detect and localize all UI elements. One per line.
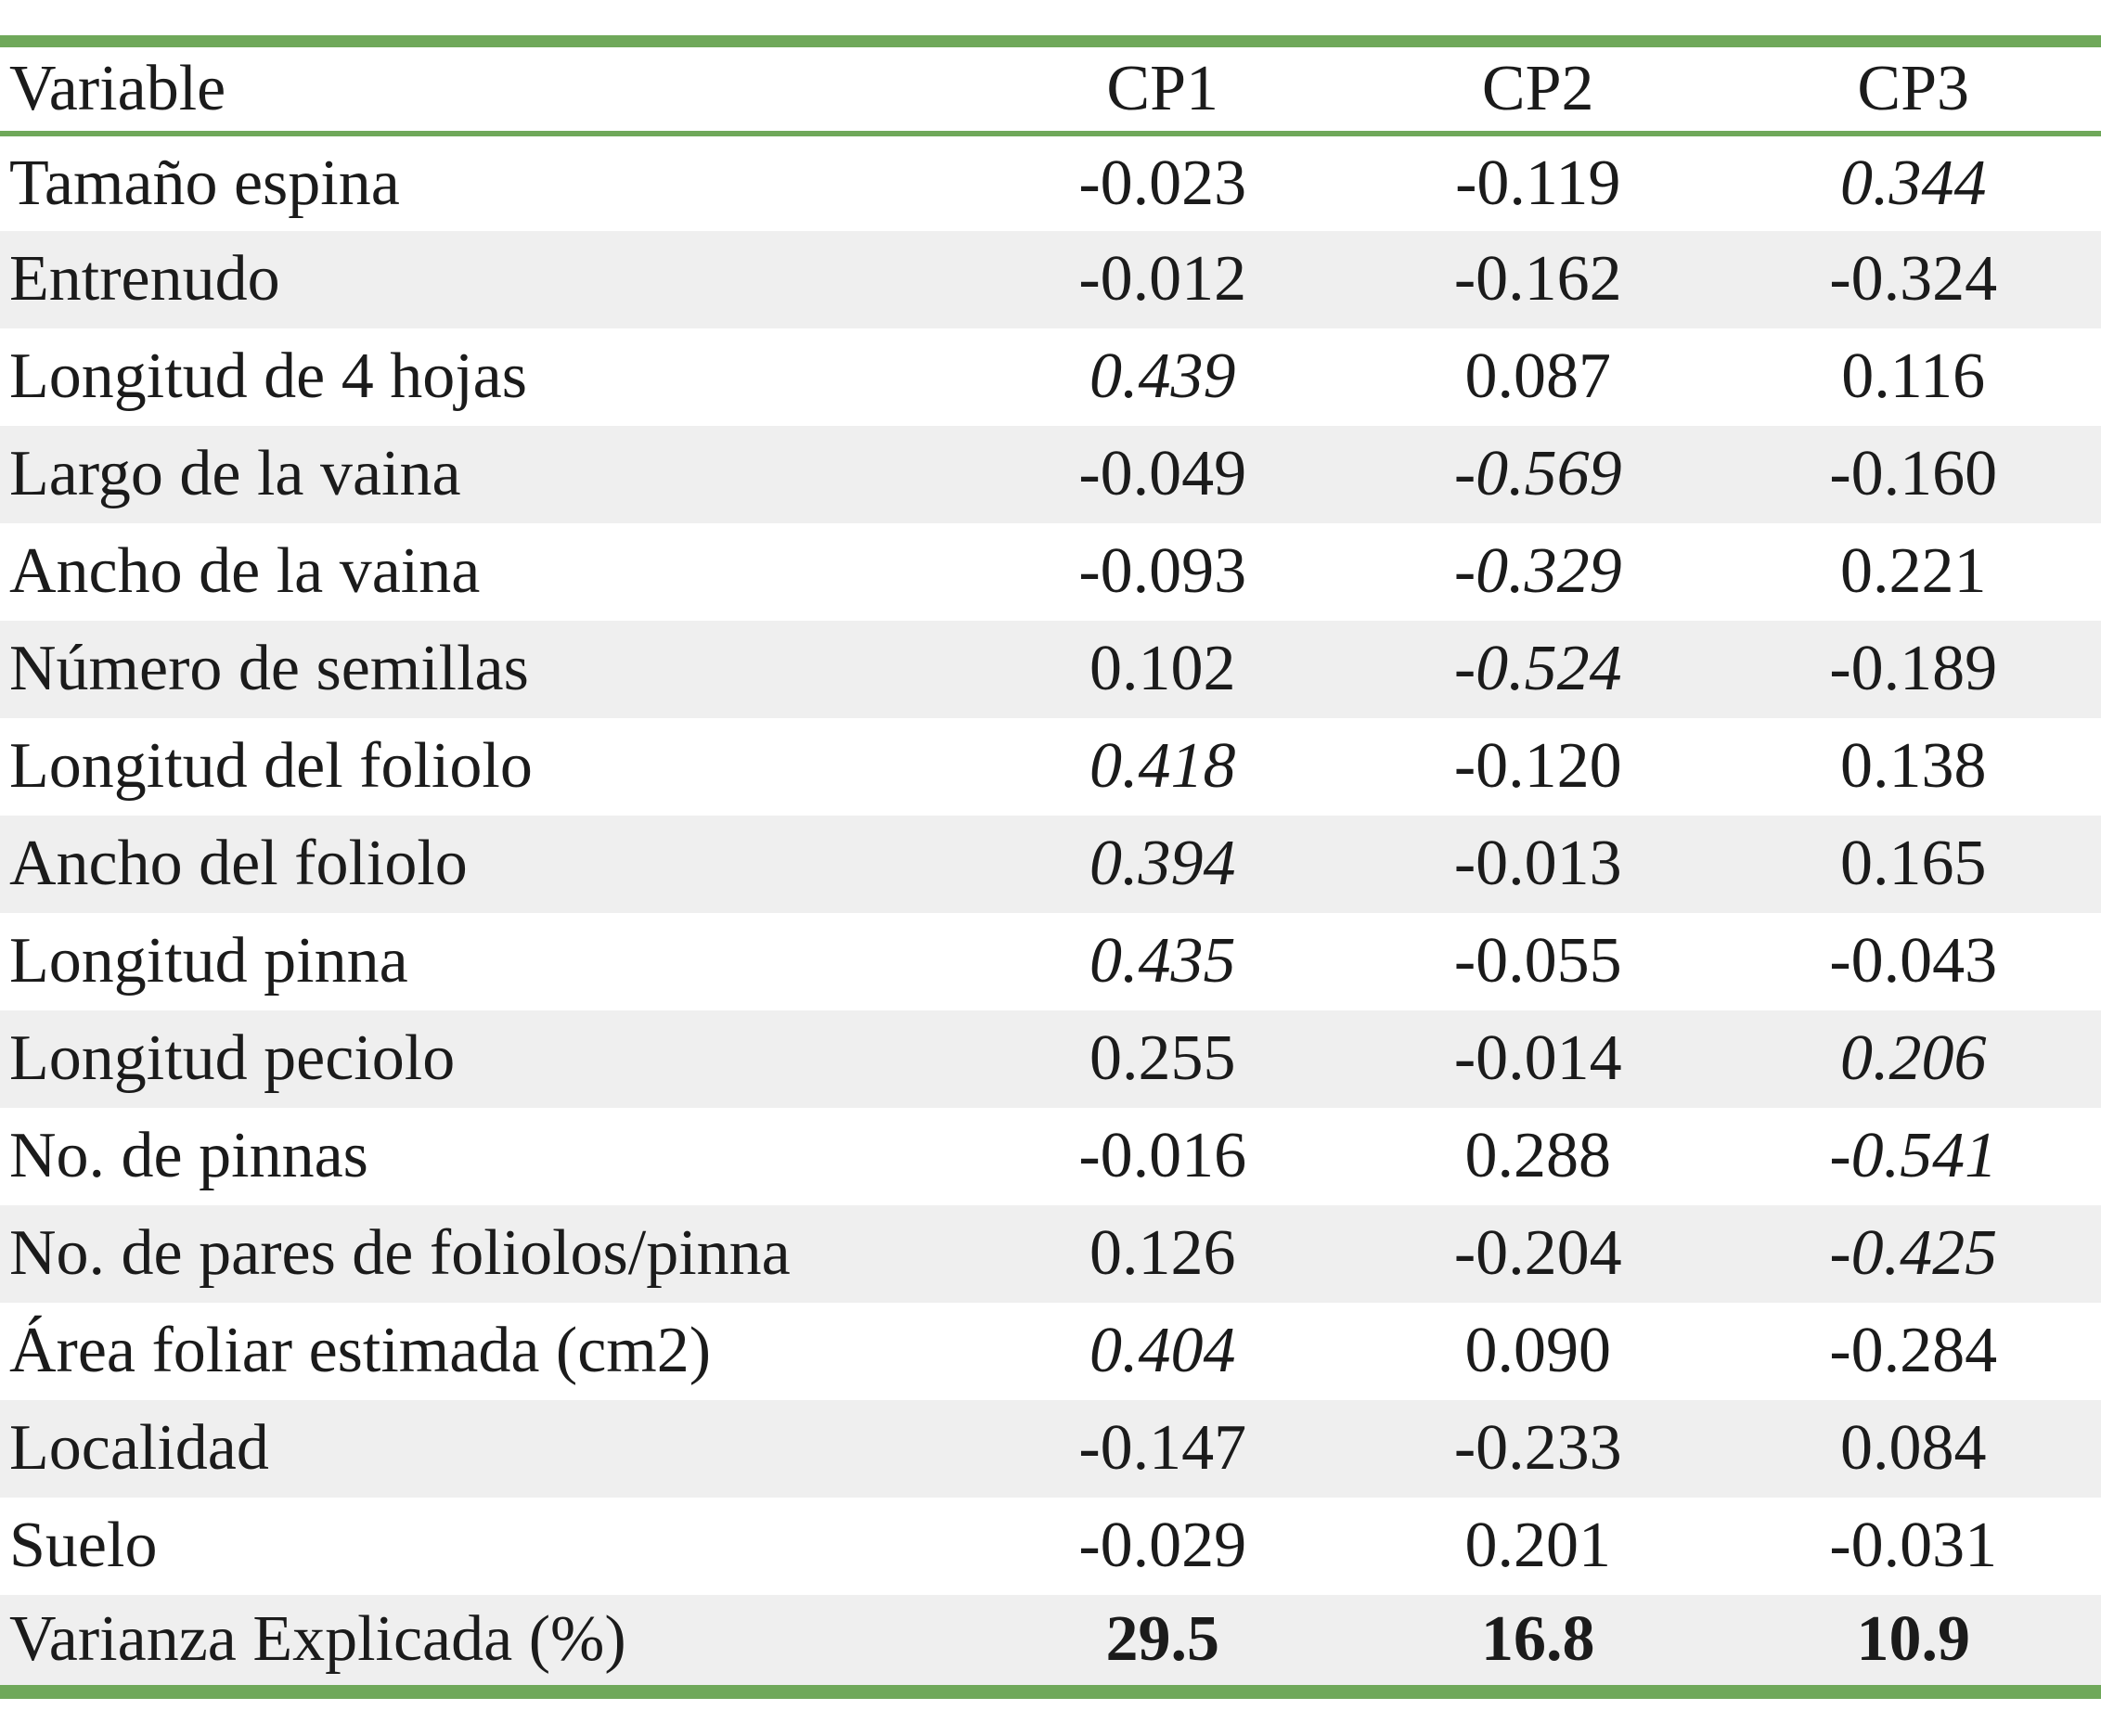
variable-cell: Número de semillas <box>9 633 529 704</box>
column-header-variable: Variable <box>0 41 975 136</box>
variable-cell: Ancho del foliolo <box>9 828 468 899</box>
table-row: Longitud peciolo 0.255 -0.014 0.206 <box>0 1009 2101 1108</box>
cp3-cell: 0.165 <box>1839 828 1987 899</box>
cp3-cell: 0.116 <box>1841 341 1986 412</box>
cp3-cell: -0.324 <box>1829 243 1998 315</box>
cp2-cell: -0.329 <box>1453 535 1622 607</box>
table-row: Ancho del foliolo 0.394 -0.013 0.165 <box>0 815 2101 913</box>
variable-cell: Tamaño espina <box>9 147 400 219</box>
cp2-cell: 0.090 <box>1464 1315 1611 1386</box>
cp3-cell: 0.344 <box>1839 147 1987 219</box>
table-row: Localidad -0.147 -0.233 0.084 <box>0 1399 2101 1498</box>
cp2-cell: -0.233 <box>1453 1412 1622 1484</box>
cp3-cell: -0.284 <box>1829 1315 1998 1386</box>
cp2-cell: -0.014 <box>1453 1022 1622 1094</box>
cp1-cell: 0.255 <box>1089 1022 1236 1094</box>
cp3-cell: -0.189 <box>1829 633 1998 704</box>
table-row: Área foliar estimada (cm2) 0.404 0.090 -… <box>0 1302 2101 1400</box>
variable-cell: Largo de la vaina <box>9 438 461 509</box>
cp2-cell: -0.524 <box>1453 633 1622 704</box>
cp1-cell: -0.093 <box>1078 535 1247 607</box>
cp1-cell: 0.126 <box>1089 1217 1236 1289</box>
cp1-cell: -0.049 <box>1078 438 1247 509</box>
table-row: Suelo -0.029 0.201 -0.031 <box>0 1497 2101 1595</box>
cp2-cell: -0.204 <box>1453 1217 1622 1289</box>
cp3-cell: 0.221 <box>1839 535 1987 607</box>
cp2-cell: -0.055 <box>1453 925 1622 997</box>
cp1-cell: -0.012 <box>1078 243 1247 315</box>
cp3-cell: 0.206 <box>1839 1022 1987 1094</box>
cp3-cell: -0.031 <box>1829 1510 1998 1581</box>
cp2-cell: -0.120 <box>1453 730 1622 802</box>
variable-cell: Ancho de la vaina <box>9 535 481 607</box>
cp1-cell: -0.029 <box>1078 1510 1247 1581</box>
cp1-cell: 0.439 <box>1089 341 1236 412</box>
pca-loadings-table: Variable CP1 CP2 CP3 Tamaño espina -0.02… <box>0 35 2101 1699</box>
cp1-cell: -0.147 <box>1078 1412 1247 1484</box>
column-header-cp3: CP3 <box>1725 41 2101 136</box>
table-row: Varianza Explicada (%) 29.5 16.8 10.9 <box>0 1594 2101 1692</box>
table-row: Longitud de 4 hojas 0.439 0.087 0.116 <box>0 328 2101 426</box>
table-row: Número de semillas 0.102 -0.524 -0.189 <box>0 620 2101 718</box>
variable-cell: Localidad <box>9 1412 269 1484</box>
variable-cell: No. de pinnas <box>9 1120 368 1191</box>
cp2-cell: -0.119 <box>1455 147 1621 219</box>
variable-cell: Longitud del foliolo <box>9 730 533 802</box>
cp2-cell: -0.013 <box>1453 828 1622 899</box>
header-row: Variable CP1 CP2 CP3 <box>0 41 2101 136</box>
cp2-cell: 16.8 <box>1480 1603 1595 1676</box>
cp2-cell: 0.201 <box>1464 1510 1611 1581</box>
cp3-cell: -0.425 <box>1829 1217 1998 1289</box>
column-header-cp2: CP2 <box>1349 41 1726 136</box>
cp2-cell: -0.569 <box>1453 438 1622 509</box>
table-row: Longitud del foliolo 0.418 -0.120 0.138 <box>0 717 2101 816</box>
cp3-cell: 10.9 <box>1856 1603 1970 1676</box>
table-row: Tamaño espina -0.023 -0.119 0.344 <box>0 133 2101 231</box>
cp1-cell: 29.5 <box>1105 1603 1219 1676</box>
cp1-cell: 0.435 <box>1089 925 1236 997</box>
cp1-cell: 0.418 <box>1089 730 1236 802</box>
cp2-cell: 0.087 <box>1464 341 1611 412</box>
cp1-cell: 0.404 <box>1089 1315 1236 1386</box>
table-row: Entrenudo -0.012 -0.162 -0.324 <box>0 230 2101 328</box>
cp1-cell: 0.394 <box>1089 828 1236 899</box>
table-row: Longitud pinna 0.435 -0.055 -0.043 <box>0 912 2101 1010</box>
variable-cell: Longitud peciolo <box>9 1022 456 1094</box>
variable-cell: Área foliar estimada (cm2) <box>9 1315 712 1386</box>
table-body: Tamaño espina -0.023 -0.119 0.344 Entren… <box>0 133 2101 1692</box>
variable-cell: No. de pares de foliolos/pinna <box>9 1217 791 1289</box>
cp3-cell: -0.160 <box>1829 438 1998 509</box>
cp1-cell: -0.023 <box>1078 147 1247 219</box>
variable-cell: Entrenudo <box>9 243 280 315</box>
variable-cell: Varianza Explicada (%) <box>9 1603 626 1676</box>
cp2-cell: -0.162 <box>1453 243 1622 315</box>
cp1-cell: 0.102 <box>1089 633 1236 704</box>
table-row: Largo de la vaina -0.049 -0.569 -0.160 <box>0 425 2101 523</box>
table-row: No. de pinnas -0.016 0.288 -0.541 <box>0 1107 2101 1205</box>
cp3-cell: 0.084 <box>1839 1412 1987 1484</box>
cp1-cell: -0.016 <box>1078 1120 1247 1191</box>
variable-cell: Suelo <box>9 1510 158 1581</box>
cp3-cell: 0.138 <box>1839 730 1987 802</box>
variable-cell: Longitud de 4 hojas <box>9 341 527 412</box>
cp3-cell: -0.541 <box>1829 1120 1998 1191</box>
table-row: Ancho de la vaina -0.093 -0.329 0.221 <box>0 522 2101 621</box>
table-row: No. de pares de foliolos/pinna 0.126 -0.… <box>0 1204 2101 1303</box>
cp2-cell: 0.288 <box>1464 1120 1611 1191</box>
column-header-cp1: CP1 <box>974 41 1350 136</box>
variable-cell: Longitud pinna <box>9 925 408 997</box>
cp3-cell: -0.043 <box>1829 925 1998 997</box>
table-header: Variable CP1 CP2 CP3 <box>0 41 2101 136</box>
